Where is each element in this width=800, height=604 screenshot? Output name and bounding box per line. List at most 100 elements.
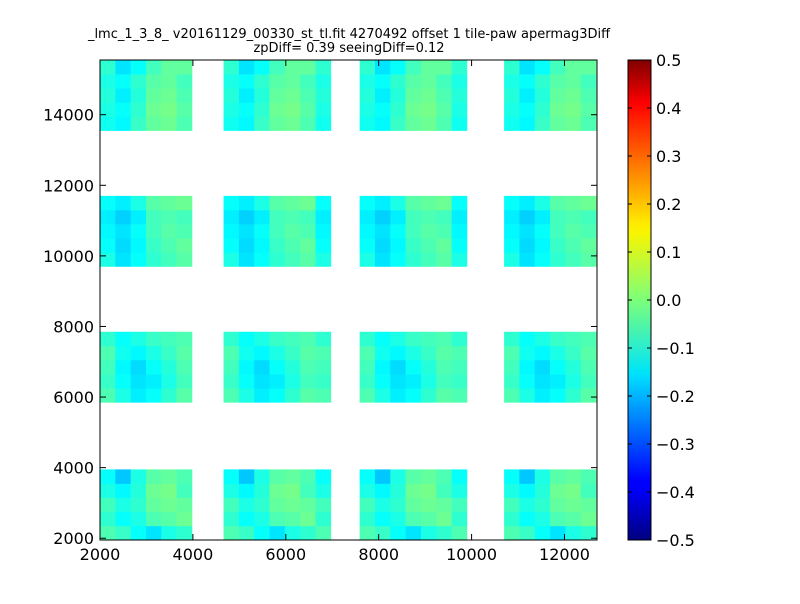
heatmap-cell (223, 224, 240, 239)
heatmap-cell (254, 525, 270, 541)
heatmap-cell (238, 238, 255, 253)
heatmap-cell (254, 210, 270, 225)
heatmap-cell (300, 345, 316, 361)
heatmap-cell (254, 374, 270, 389)
heatmap-cell (436, 331, 452, 347)
heatmap-cell (238, 88, 255, 103)
heatmap-cell (145, 88, 162, 103)
heatmap-cell (580, 102, 597, 117)
heatmap-cell (269, 60, 286, 75)
heatmap-cell (565, 60, 582, 75)
heatmap-cell (223, 469, 240, 484)
heatmap-cell (374, 469, 391, 484)
heatmap-cell (451, 469, 468, 484)
heatmap-cell (550, 74, 566, 89)
heatmap-cell (269, 331, 286, 347)
heatmap-cell (130, 252, 147, 267)
heatmap-cell (115, 360, 131, 375)
heatmap-cell (315, 511, 332, 527)
heatmap-cell (300, 224, 316, 239)
heatmap-cell (420, 210, 437, 225)
heatmap-cell (405, 210, 422, 225)
heatmap-cell (534, 374, 551, 389)
y-tick-label: 4000 (53, 459, 94, 478)
heatmap-cell (300, 511, 316, 527)
heatmap-cell (519, 210, 536, 225)
heatmap-cell (436, 88, 452, 103)
heatmap-cell (269, 497, 286, 513)
heatmap-cell (130, 116, 147, 131)
heatmap-cell (374, 388, 391, 403)
heatmap-cell (254, 511, 270, 527)
heatmap-cell (580, 88, 597, 103)
heatmap-cell (451, 360, 468, 375)
heatmap-cell (580, 345, 597, 361)
heatmap-cell (254, 497, 270, 513)
heatmap-cell (223, 511, 240, 527)
heatmap-cell (451, 210, 468, 225)
heatmap-cell (550, 469, 566, 484)
heatmap-cell (145, 252, 162, 267)
heatmap-cell (223, 331, 240, 347)
heatmap-cell (405, 252, 422, 267)
heatmap-cell (176, 345, 193, 361)
heatmap-cell (374, 511, 391, 527)
heatmap-cell (420, 74, 437, 89)
heatmap-cell (580, 497, 597, 513)
heatmap-cell (534, 497, 551, 513)
heatmap-cell (519, 497, 536, 513)
heatmap-cell (254, 469, 270, 484)
heatmap-cell (100, 102, 116, 117)
heatmap-cell (451, 497, 468, 513)
heatmap-cell (436, 195, 452, 211)
heatmap-cell (359, 374, 376, 389)
x-axis: 2000 4000 6000 8000 10000 12000 (80, 60, 590, 564)
heatmap-cell (238, 60, 255, 75)
heatmap-cell (130, 74, 147, 89)
heatmap-cell (223, 116, 240, 131)
heatmap-cell (565, 360, 582, 375)
heatmap-cell (176, 497, 193, 513)
heatmap-cell (374, 360, 391, 375)
heatmap-cell (374, 252, 391, 267)
heatmap-cell (390, 210, 406, 225)
heatmap-cell (100, 116, 116, 131)
heatmap-cell (176, 102, 193, 117)
heatmap-cell (504, 88, 520, 103)
heatmap-cell (420, 469, 437, 484)
heatmap-cell (565, 345, 582, 361)
heatmap-cell (451, 511, 468, 527)
heatmap-cell (145, 388, 162, 403)
heatmap-cell (451, 388, 468, 403)
heatmap-cell (176, 483, 193, 498)
heatmap-cell (115, 195, 131, 211)
heatmap-cell (504, 252, 520, 267)
y-tick-label: 10000 (43, 247, 94, 266)
heatmap-cell (359, 224, 376, 239)
x-tick-label: 8000 (358, 545, 399, 564)
heatmap-cell (359, 116, 376, 131)
heatmap-cell (504, 469, 520, 484)
heatmap-cell (238, 360, 255, 375)
heatmap-cell (565, 469, 582, 484)
heatmap-cell (300, 483, 316, 498)
heatmap-cell (565, 195, 582, 211)
heatmap-cell (374, 102, 391, 117)
heatmap-cell (550, 252, 566, 267)
heatmap-cell (145, 116, 162, 131)
heatmap-cell (176, 210, 193, 225)
heatmap-cell (115, 374, 131, 389)
heatmap-cell (534, 88, 551, 103)
heatmap-cell (176, 252, 193, 267)
heatmap-cell (223, 195, 240, 211)
heatmap-cell (436, 345, 452, 361)
heatmap-cell (300, 360, 316, 375)
heatmap-cell (100, 511, 116, 527)
heatmap-cell (550, 483, 566, 498)
heatmap-cell (519, 102, 536, 117)
heatmap-cell (580, 374, 597, 389)
heatmap-cell (145, 224, 162, 239)
heatmap-cell (176, 74, 193, 89)
heatmap-cell (315, 483, 332, 498)
heatmap-cell (176, 195, 193, 211)
